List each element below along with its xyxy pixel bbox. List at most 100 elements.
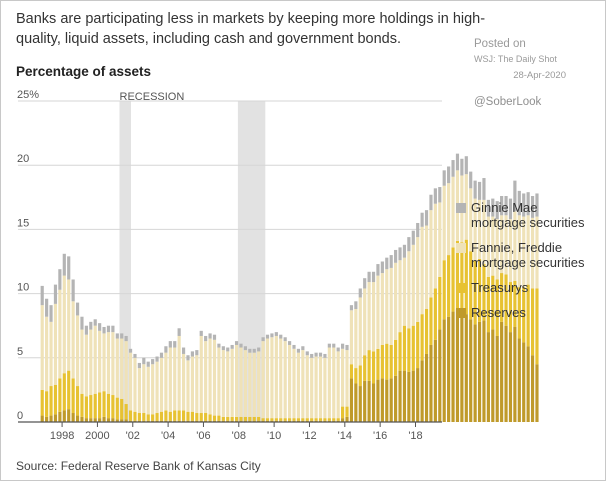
bar-segment: [164, 352, 168, 411]
bar-segment: [345, 406, 349, 417]
bar-segment: [407, 237, 411, 252]
bar-segment: [292, 420, 296, 422]
bar-segment: [190, 420, 194, 422]
bar-segment: [151, 364, 155, 415]
bar-segment: [84, 334, 88, 397]
bar-segment: [212, 339, 217, 416]
bar-segment: [314, 420, 318, 422]
bar-segment: [102, 333, 106, 392]
bar-segment: [155, 361, 159, 414]
legend-label: Ginnie Mae: [471, 200, 537, 215]
bar-segment: [341, 418, 345, 422]
bar-segment: [279, 418, 283, 421]
bar-segment: [239, 347, 243, 417]
bar-segment: [274, 332, 278, 336]
bar-segment: [124, 404, 128, 420]
bar-segment: [84, 325, 88, 335]
bar-segment: [323, 420, 327, 422]
bar-segment: [402, 244, 407, 258]
bar-segment: [469, 188, 473, 252]
bar-segment: [80, 416, 84, 422]
bar-segment: [513, 326, 517, 422]
bar-segment: [67, 370, 71, 410]
bar-segment: [455, 153, 460, 171]
bar-segment: [376, 264, 380, 276]
source-note: Source: Federal Reserve Bank of Kansas C…: [16, 459, 261, 473]
bar-segment: [486, 332, 490, 422]
bar-segment: [283, 420, 287, 422]
bar-segment: [420, 314, 424, 361]
bar-segment: [508, 219, 513, 283]
bar-segment: [517, 338, 521, 422]
bar-segment: [433, 203, 437, 289]
x-tick-label: '14: [338, 430, 352, 442]
axes: 1998 2000 '02 '04 '06 '08 '10 '12 '14 '16 '18: [18, 421, 442, 442]
bar-segment: [411, 370, 415, 422]
bar-segment: [310, 418, 314, 421]
headline: Banks are participating less in markets …: [16, 11, 486, 47]
bar-segment: [513, 280, 517, 327]
bar-segment: [442, 170, 446, 186]
bar-segment: [504, 196, 508, 216]
bar-segment: [248, 416, 252, 421]
bar-segment: [124, 335, 128, 342]
bar-segment: [212, 420, 217, 422]
bar-segment: [354, 383, 358, 422]
bar-segment: [58, 411, 62, 422]
recession-label: RECESSION: [120, 91, 185, 103]
bar-segment: [120, 398, 124, 420]
bar-segment: [460, 312, 464, 422]
bar-segment: [429, 297, 433, 345]
bar-segment: [45, 298, 49, 317]
bar-segment: [508, 332, 513, 422]
bar-segment: [332, 418, 336, 421]
x-tick-label: '12: [302, 430, 316, 442]
bar-segment: [495, 201, 499, 220]
chart-title: Percentage of assets: [16, 64, 152, 79]
bar-segment: [464, 174, 468, 240]
bar-segment: [261, 418, 265, 421]
bar-segment: [526, 192, 530, 216]
bar-segment: [93, 319, 97, 326]
bar-segment: [367, 350, 371, 381]
bar-segment: [142, 420, 146, 422]
bar-segment: [173, 341, 177, 348]
bar-segment: [243, 416, 248, 421]
bar-segment: [248, 352, 252, 417]
bar-segment: [318, 352, 323, 357]
bar-segment: [252, 348, 256, 353]
bar-segment: [67, 256, 71, 280]
bar-segment: [469, 251, 473, 320]
bar-segment: [310, 353, 314, 358]
bar-segment: [204, 420, 208, 422]
bar-segment: [159, 357, 164, 412]
bar-segment: [221, 350, 225, 417]
bar-segment: [535, 216, 539, 289]
bar-segment: [477, 199, 482, 259]
bar-segment: [296, 352, 301, 419]
y-tick-label: 25%: [17, 89, 39, 101]
bar-segment: [504, 274, 508, 326]
bar-segment: [151, 359, 155, 365]
bar-segment: [433, 339, 437, 422]
x-tick-label: 1998: [50, 430, 74, 442]
bar-segment: [363, 288, 367, 356]
bar-segment: [212, 334, 217, 340]
bar-segment: [508, 198, 513, 220]
bar-segment: [221, 346, 225, 351]
bar-segment: [491, 216, 495, 276]
bar-segment: [89, 418, 93, 422]
posted-date: 28-Apr-2020: [513, 70, 566, 81]
bar-segment: [371, 351, 376, 384]
bar-segment: [58, 269, 62, 290]
bar-segment: [62, 253, 66, 276]
bar-segment: [177, 328, 181, 336]
bar-segment: [199, 335, 203, 414]
bar-segment: [204, 335, 208, 342]
bar-segment: [288, 341, 292, 345]
bar-segment: [49, 415, 53, 422]
bar-segment: [102, 416, 106, 422]
bar-segment: [58, 378, 62, 412]
bar-segment: [336, 418, 340, 421]
